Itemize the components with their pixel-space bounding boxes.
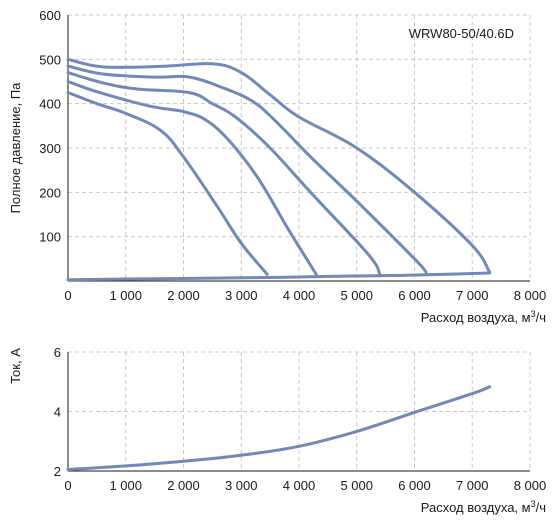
current-x-tick-label: 5 000 bbox=[340, 478, 373, 493]
current-curves bbox=[66, 385, 492, 471]
pressure-curve-1 bbox=[66, 57, 492, 274]
current-x-tick-label: 2 000 bbox=[167, 478, 200, 493]
pressure-x-tick-label: 3 000 bbox=[225, 288, 258, 303]
current-x-tick-label: 0 bbox=[64, 478, 71, 493]
pressure-x-tick-label: 4 000 bbox=[283, 288, 316, 303]
current-x-tick-label: 8 000 bbox=[514, 478, 547, 493]
pressure-x-tick-label: 2 000 bbox=[167, 288, 200, 303]
pressure-x-tick-label: 1 000 bbox=[109, 288, 142, 303]
pressure-y-tick-label: 400 bbox=[39, 97, 61, 112]
pressure-y-tick-label: 300 bbox=[39, 141, 61, 156]
current-x-axis-label-sup: 3 bbox=[531, 499, 536, 509]
pressure-curve-6 bbox=[66, 271, 492, 282]
pressure-y-tick-label: 200 bbox=[39, 185, 61, 200]
current-grid bbox=[68, 351, 531, 471]
pressure-chart: 100 200 300 400 500 600 0 1 000 2 000 3 000 4 000… bbox=[8, 8, 546, 325]
current-y-axis-label: Ток, А bbox=[8, 348, 23, 384]
current-x-axis-label-suffix: /ч bbox=[536, 500, 546, 515]
pressure-curve-5 bbox=[66, 91, 269, 276]
current-x-tick-label: 4 000 bbox=[283, 478, 316, 493]
current-y-ticks: 2 4 6 bbox=[54, 345, 61, 479]
pressure-x-ticks: 0 1 000 2 000 3 000 4 000 5 000 6 000 7 000 8 00… bbox=[64, 288, 546, 303]
current-y-tick-label: 6 bbox=[54, 345, 61, 360]
current-x-ticks: 0 1 000 2 000 3 000 4 000 5 000 6 000 7 000 8 00… bbox=[64, 478, 546, 493]
pressure-grid bbox=[68, 14, 531, 281]
current-x-tick-label: 7 000 bbox=[456, 478, 489, 493]
pressure-x-axis-label: Расход воздуха, м3/ч bbox=[421, 309, 546, 325]
current-x-axis-label: Расход воздуха, м3/ч bbox=[421, 499, 546, 515]
current-curve-1 bbox=[66, 385, 492, 471]
pressure-x-tick-label: 7 000 bbox=[456, 288, 489, 303]
pressure-curve-2 bbox=[66, 64, 428, 274]
pressure-y-ticks: 100 200 300 400 500 600 bbox=[39, 8, 61, 245]
current-x-tick-label: 1 000 bbox=[109, 478, 142, 493]
pressure-x-tick-label: 0 bbox=[64, 288, 71, 303]
current-x-tick-label: 6 000 bbox=[398, 478, 431, 493]
pressure-y-tick-label: 600 bbox=[39, 8, 61, 23]
pressure-y-axis-label: Полное давление, Па bbox=[8, 82, 23, 214]
model-annotation: WRW80-50/40.6D bbox=[409, 26, 514, 41]
pressure-y-tick-label: 500 bbox=[39, 52, 61, 67]
pressure-x-tick-label: 8 000 bbox=[514, 288, 547, 303]
pressure-curves bbox=[66, 57, 492, 282]
pressure-curve-3 bbox=[66, 71, 382, 276]
pressure-x-tick-label: 5 000 bbox=[340, 288, 373, 303]
current-y-tick-label: 2 bbox=[54, 464, 61, 479]
pressure-x-tick-label: 6 000 bbox=[398, 288, 431, 303]
pressure-y-tick-label: 100 bbox=[39, 230, 61, 245]
current-y-tick-label: 4 bbox=[54, 405, 61, 420]
pressure-curve-4 bbox=[66, 80, 318, 276]
current-x-tick-label: 3 000 bbox=[225, 478, 258, 493]
current-chart: 2 4 6 0 1 000 2 000 3 000 4 000 5 000 6 000 7 000… bbox=[8, 345, 546, 515]
pressure-x-axis-label-sup: 3 bbox=[531, 309, 536, 319]
pressure-x-axis-label-suffix: /ч bbox=[536, 310, 546, 325]
